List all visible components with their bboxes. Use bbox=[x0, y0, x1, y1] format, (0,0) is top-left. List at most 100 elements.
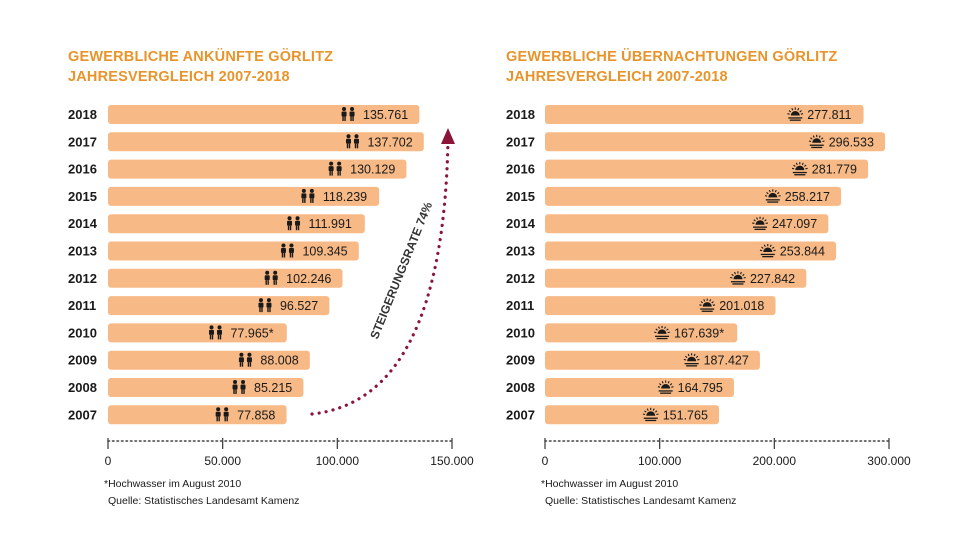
people-icon bbox=[208, 325, 222, 340]
arrivals-title-line1: GEWERBLICHE ANKÜNFTE GÖRLITZ bbox=[68, 49, 334, 65]
year-label: 2014 bbox=[506, 216, 536, 231]
x-tick-label: 100.000 bbox=[638, 454, 682, 468]
x-tick-label: 0 bbox=[542, 454, 549, 468]
overnight-footnote: *Hochwasser im August 2010 bbox=[541, 478, 679, 490]
data-label: 137.702 bbox=[367, 135, 412, 149]
people-icon bbox=[341, 107, 355, 121]
data-label: 227.842 bbox=[750, 272, 795, 286]
people-icon bbox=[345, 134, 359, 149]
people-icon bbox=[301, 188, 315, 203]
bar bbox=[545, 159, 869, 179]
bar bbox=[108, 378, 304, 397]
x-tick-label: 200.000 bbox=[753, 454, 797, 468]
overnight-chart-title: GEWERBLICHE ÜBERNACHTUNGEN GÖRLITZ JAHRE… bbox=[506, 47, 837, 87]
people-icon bbox=[287, 216, 301, 231]
data-label: 85.215 bbox=[254, 381, 292, 395]
bar bbox=[545, 105, 864, 124]
data-label: 130.129 bbox=[350, 163, 395, 177]
data-label: 77.965* bbox=[230, 326, 273, 340]
year-label: 2007 bbox=[68, 407, 97, 422]
bar bbox=[108, 323, 287, 343]
year-label: 2009 bbox=[68, 353, 97, 368]
overnight-title-line2: JAHRESVERGLEICH 2007-2018 bbox=[506, 69, 728, 85]
sunrise-icon bbox=[764, 189, 781, 203]
x-tick-label: 300.000 bbox=[867, 454, 911, 468]
data-label: 164.795 bbox=[678, 381, 723, 395]
arrivals-bar-chart: 2018 135.761 2017 137.702 2016 130.129 2015 118… bbox=[68, 105, 474, 468]
data-label: 151.765 bbox=[663, 408, 708, 422]
bar bbox=[108, 350, 310, 370]
bar bbox=[545, 378, 734, 397]
bar bbox=[545, 350, 760, 370]
arrivals-title-line2: JAHRESVERGLEICH 2007-2018 bbox=[68, 69, 290, 85]
arrivals-footnote: *Hochwasser im August 2010 bbox=[104, 478, 242, 490]
sunrise-icon bbox=[759, 244, 776, 258]
arrow-head bbox=[441, 128, 455, 144]
bar bbox=[108, 296, 330, 316]
bar bbox=[108, 268, 343, 288]
year-label: 2016 bbox=[68, 162, 97, 177]
sunrise-icon bbox=[730, 271, 746, 285]
data-label: 88.008 bbox=[260, 354, 298, 368]
year-label: 2007 bbox=[506, 407, 535, 422]
bar bbox=[108, 214, 365, 234]
year-label: 2015 bbox=[68, 189, 97, 204]
x-tick-label: 50.000 bbox=[204, 454, 241, 468]
data-label: 201.018 bbox=[719, 299, 764, 313]
bar bbox=[108, 132, 424, 152]
people-icon bbox=[280, 243, 294, 258]
growth-rate-label: STEIGERUNGSRATE 74% bbox=[367, 200, 435, 341]
year-label: 2017 bbox=[506, 134, 535, 149]
arrivals-source: Quelle: Statistisches Landesamt Kamenz bbox=[108, 495, 300, 507]
sunrise-icon bbox=[787, 107, 804, 121]
year-label: 2017 bbox=[68, 134, 97, 149]
sunrise-icon bbox=[642, 407, 659, 422]
bar bbox=[545, 323, 738, 343]
year-label: 2011 bbox=[506, 298, 534, 313]
year-label: 2014 bbox=[68, 216, 98, 231]
people-icon bbox=[264, 270, 278, 285]
data-label: 167.639* bbox=[674, 326, 724, 340]
data-label: 296.533 bbox=[829, 135, 874, 149]
arrivals-chart-panel: GEWERBLICHE ANKÜNFTE GÖRLITZ JAHRESVERGL… bbox=[68, 47, 474, 507]
sunrise-icon bbox=[791, 162, 808, 176]
data-label: 135.761 bbox=[363, 108, 408, 122]
data-label: 109.345 bbox=[302, 245, 347, 259]
bar bbox=[545, 132, 886, 152]
bar bbox=[108, 105, 420, 124]
x-tick-label: 0 bbox=[105, 454, 112, 468]
year-label: 2015 bbox=[506, 189, 535, 204]
data-label: 247.097 bbox=[772, 217, 817, 231]
people-icon bbox=[258, 298, 272, 313]
x-tick-label: 100.000 bbox=[316, 454, 360, 468]
sunrise-icon bbox=[657, 380, 674, 394]
data-label: 96.527 bbox=[280, 299, 318, 313]
bar bbox=[108, 405, 287, 425]
sunrise-icon bbox=[808, 134, 825, 149]
overnight-bar-chart: 2018 277.811 2017 296.533 2016 281.779 2015 258… bbox=[506, 105, 911, 468]
sunrise-icon bbox=[752, 216, 768, 230]
arrivals-chart-title: GEWERBLICHE ANKÜNFTE GÖRLITZ JAHRESVERGL… bbox=[68, 47, 333, 87]
bar bbox=[545, 405, 720, 425]
year-label: 2018 bbox=[68, 107, 97, 122]
data-label: 258.217 bbox=[785, 190, 830, 204]
data-label: 253.844 bbox=[780, 245, 825, 259]
year-label: 2010 bbox=[506, 325, 535, 340]
sunrise-icon bbox=[699, 298, 716, 312]
year-label: 2013 bbox=[68, 244, 97, 259]
growth-arrow bbox=[310, 138, 450, 416]
year-label: 2018 bbox=[506, 107, 535, 122]
overnight-title-line1: GEWERBLICHE ÜBERNACHTUNGEN GÖRLITZ bbox=[506, 49, 838, 65]
year-label: 2016 bbox=[506, 162, 535, 177]
data-label: 187.427 bbox=[704, 354, 749, 368]
year-label: 2010 bbox=[68, 325, 97, 340]
sunrise-icon bbox=[654, 325, 670, 340]
year-label: 2012 bbox=[68, 271, 97, 286]
people-icon bbox=[215, 407, 229, 422]
bar bbox=[108, 241, 359, 261]
overnight-source: Quelle: Statistisches Landesamt Kamenz bbox=[545, 495, 737, 507]
data-label: 111.991 bbox=[309, 217, 352, 231]
year-label: 2012 bbox=[506, 271, 535, 286]
people-icon bbox=[238, 352, 252, 367]
year-label: 2013 bbox=[506, 244, 535, 259]
